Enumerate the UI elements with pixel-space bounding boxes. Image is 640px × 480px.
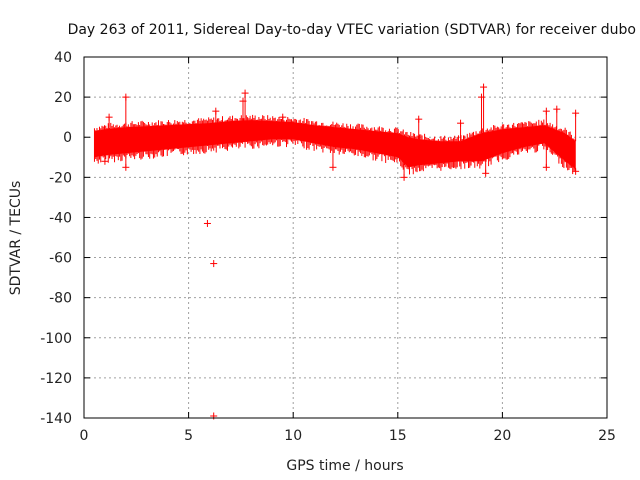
y-tick-label-5: -40 bbox=[49, 210, 72, 226]
data-point-3 bbox=[122, 93, 130, 128]
data-point-17 bbox=[542, 107, 550, 126]
x-tick-label-0: 0 bbox=[80, 428, 89, 444]
data-point-7 bbox=[241, 89, 249, 121]
data-point-6 bbox=[212, 107, 220, 123]
y-tick-label-1: -120 bbox=[40, 371, 72, 387]
y-tick-label-0: -140 bbox=[40, 411, 72, 427]
y-axis-title: SDTVAR / TECUs bbox=[8, 181, 24, 296]
chart-title: Day 263 of 2011, Sidereal Day-to-day VTE… bbox=[68, 22, 636, 38]
data-point-10 bbox=[329, 146, 337, 171]
plot-frame bbox=[83, 56, 608, 419]
data-point-8 bbox=[239, 97, 247, 121]
y-tick-label-8: 20 bbox=[54, 90, 72, 106]
data-point-11 bbox=[400, 163, 408, 181]
axis-ticks: 0 5 10 15 20 25 -140 -120 -100 -80 -60 -40 -20 0 20 40 bbox=[40, 50, 616, 444]
y-tick-label-3: -80 bbox=[49, 291, 72, 307]
y-tick-label-2: -100 bbox=[40, 331, 72, 347]
data-point-12 bbox=[415, 115, 423, 140]
data-points bbox=[101, 83, 580, 420]
data-point-14 bbox=[480, 83, 488, 133]
y-tick-label-6: -20 bbox=[49, 170, 72, 186]
data-point-22 bbox=[101, 155, 109, 165]
data-point-19 bbox=[542, 145, 550, 171]
data-point-9 bbox=[279, 113, 287, 122]
y-tick-label-7: 0 bbox=[63, 130, 72, 146]
x-tick-label-3: 15 bbox=[389, 428, 407, 444]
data-point-18 bbox=[553, 105, 561, 131]
data-point-1 bbox=[210, 260, 218, 268]
x-tick-label-1: 5 bbox=[184, 428, 193, 444]
x-axis-title: GPS time / hours bbox=[286, 458, 403, 474]
data-point-16 bbox=[482, 159, 490, 177]
x-tick-label-2: 10 bbox=[284, 428, 302, 444]
y-tick-label-4: -60 bbox=[49, 251, 72, 267]
x-tick-label-5: 25 bbox=[598, 428, 616, 444]
y-tick-label-9: 40 bbox=[54, 50, 72, 66]
data-point-21 bbox=[572, 109, 580, 142]
x-tick-label-4: 20 bbox=[493, 428, 511, 444]
data-point-20 bbox=[572, 167, 580, 175]
data-point-5 bbox=[105, 113, 113, 129]
data-point-4 bbox=[122, 153, 130, 171]
data-band bbox=[93, 114, 576, 175]
data-point-0 bbox=[203, 219, 211, 227]
data-point-13 bbox=[457, 119, 465, 142]
data-point-15 bbox=[477, 93, 485, 134]
grid bbox=[84, 57, 607, 418]
